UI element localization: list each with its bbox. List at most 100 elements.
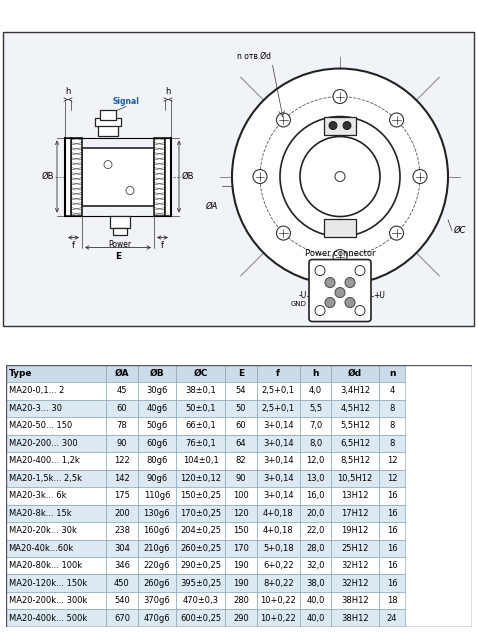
Text: 120±0,12: 120±0,12 — [180, 474, 221, 483]
Text: 12,0: 12,0 — [306, 456, 325, 465]
Text: 175: 175 — [114, 491, 130, 501]
Bar — [65, 138, 71, 216]
Bar — [165, 138, 171, 216]
Circle shape — [253, 169, 267, 183]
Bar — [257, 452, 300, 470]
Bar — [6, 382, 106, 399]
Bar — [300, 504, 331, 522]
Text: E: E — [115, 252, 121, 260]
Bar — [225, 574, 257, 592]
Bar — [300, 522, 331, 540]
Bar — [176, 504, 225, 522]
Text: 32H12: 32H12 — [341, 579, 369, 588]
Text: MA20-200... 300: MA20-200... 300 — [9, 439, 77, 448]
Bar — [379, 417, 405, 435]
Text: 8,0: 8,0 — [309, 439, 322, 448]
Bar — [225, 557, 257, 574]
Bar — [176, 609, 225, 627]
Bar — [257, 522, 300, 540]
Bar — [138, 487, 176, 504]
Text: 38H12: 38H12 — [341, 596, 369, 605]
Circle shape — [345, 277, 355, 288]
Circle shape — [276, 226, 291, 240]
Text: 470±0,3: 470±0,3 — [183, 596, 218, 605]
Circle shape — [355, 265, 365, 276]
Bar — [176, 592, 225, 609]
Text: n: n — [389, 369, 395, 378]
Text: 18: 18 — [387, 596, 397, 605]
Circle shape — [333, 250, 347, 264]
Text: Power connector: Power connector — [305, 248, 375, 258]
Bar — [110, 216, 130, 228]
Text: 76±0,1: 76±0,1 — [185, 439, 216, 448]
Text: 260g6: 260g6 — [143, 579, 170, 588]
Bar — [6, 365, 106, 382]
Bar — [6, 417, 106, 435]
Text: 25H12: 25H12 — [341, 544, 369, 553]
Text: n отв.Ød: n отв.Ød — [237, 52, 271, 61]
Bar — [138, 609, 176, 627]
Bar — [6, 435, 106, 452]
Text: ØB: ØB — [150, 369, 164, 378]
Text: 4+0,18: 4+0,18 — [263, 526, 293, 535]
Text: 19H12: 19H12 — [341, 526, 369, 535]
Bar — [176, 435, 225, 452]
Bar — [106, 540, 138, 557]
Text: h: h — [312, 369, 319, 378]
Text: Signal: Signal — [113, 97, 140, 106]
Bar — [257, 365, 300, 382]
Text: 38H12: 38H12 — [341, 614, 369, 623]
Bar — [379, 365, 405, 382]
Text: 60g6: 60g6 — [146, 439, 168, 448]
Bar — [331, 435, 379, 452]
Bar — [300, 399, 331, 417]
Text: 5,5: 5,5 — [309, 404, 322, 413]
Text: 8+0,22: 8+0,22 — [263, 579, 293, 588]
Bar — [95, 118, 121, 126]
Bar — [300, 540, 331, 557]
Text: MA20-400... 1,2k: MA20-400... 1,2k — [9, 456, 79, 465]
Bar — [225, 365, 257, 382]
Circle shape — [329, 121, 337, 130]
Bar — [6, 399, 106, 417]
Text: 3+0,14: 3+0,14 — [263, 474, 293, 483]
Text: 304: 304 — [114, 544, 130, 553]
Bar — [6, 574, 106, 592]
Circle shape — [343, 121, 351, 130]
Bar — [82, 147, 154, 205]
Text: 60: 60 — [236, 422, 246, 430]
Bar — [225, 487, 257, 504]
Text: 16: 16 — [387, 544, 397, 553]
Bar — [257, 417, 300, 435]
Bar — [176, 452, 225, 470]
Bar — [331, 592, 379, 609]
Text: 8: 8 — [390, 422, 395, 430]
Bar — [154, 138, 165, 216]
Text: 90: 90 — [236, 474, 246, 483]
Circle shape — [390, 113, 403, 127]
Bar — [300, 435, 331, 452]
Bar — [6, 522, 106, 540]
Bar — [138, 592, 176, 609]
Text: 142: 142 — [114, 474, 130, 483]
Text: 90: 90 — [117, 439, 127, 448]
Text: MA20-3k... 6k: MA20-3k... 6k — [9, 491, 66, 501]
Text: 38,0: 38,0 — [306, 579, 325, 588]
Bar — [257, 470, 300, 487]
Circle shape — [300, 137, 380, 217]
Text: 670: 670 — [114, 614, 130, 623]
Text: 100: 100 — [233, 491, 249, 501]
Bar — [324, 116, 356, 135]
Bar — [106, 557, 138, 574]
Text: ØB: ØB — [182, 172, 195, 181]
Text: 290: 290 — [233, 614, 249, 623]
Text: 32H12: 32H12 — [341, 561, 369, 570]
Bar — [225, 417, 257, 435]
Text: MA20-20k... 30k: MA20-20k... 30k — [9, 526, 76, 535]
Bar — [6, 609, 106, 627]
Text: 8: 8 — [390, 404, 395, 413]
Text: 210g6: 210g6 — [144, 544, 170, 553]
Text: 22,0: 22,0 — [306, 526, 325, 535]
Bar — [176, 365, 225, 382]
Text: f: f — [72, 241, 75, 250]
